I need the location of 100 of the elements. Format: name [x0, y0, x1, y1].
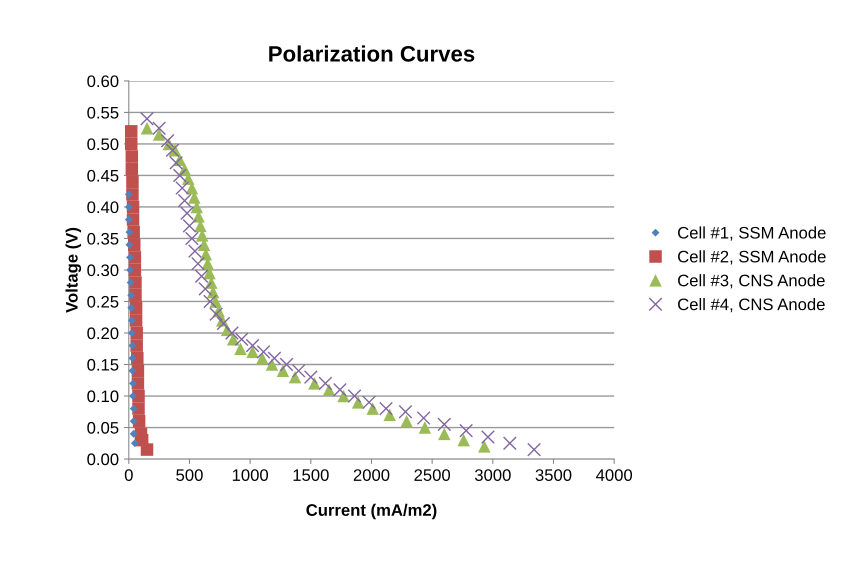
- y-tick-label: 0.20: [87, 327, 118, 340]
- point: [130, 417, 138, 426]
- point: [366, 402, 379, 415]
- point: [209, 307, 224, 322]
- point: [191, 256, 205, 271]
- point: [140, 112, 154, 126]
- point: [267, 351, 282, 366]
- x-tick-label: 2000: [354, 469, 390, 481]
- point: [234, 332, 249, 346]
- y-tick-label: 0.30: [87, 264, 118, 276]
- point: [160, 134, 175, 148]
- legend-label: Cell #3, CNS Anode: [678, 274, 825, 288]
- point: [152, 128, 166, 141]
- point: [125, 240, 134, 249]
- point: [152, 121, 166, 136]
- point: [304, 370, 318, 384]
- y-axis-title: Voltage (V): [65, 228, 82, 313]
- point: [128, 366, 136, 375]
- point: [140, 122, 154, 134]
- point: [457, 434, 470, 446]
- point: [126, 266, 134, 274]
- x-tick-label: 4000: [596, 469, 632, 481]
- y-tick-label: 0.55: [87, 106, 118, 119]
- point: [379, 402, 393, 416]
- point: [130, 430, 138, 438]
- point: [184, 232, 199, 246]
- point: [280, 358, 294, 372]
- point: [166, 143, 180, 158]
- point: [362, 395, 376, 410]
- x-tick-label: 0: [124, 469, 133, 481]
- y-tick-label: 0.15: [87, 358, 118, 371]
- x-tick-label: 1000: [232, 469, 268, 481]
- y-tick-label: 0.05: [87, 422, 118, 434]
- point: [246, 338, 260, 353]
- point: [128, 329, 136, 337]
- point: [400, 414, 413, 428]
- x-tick-label: 500: [176, 469, 203, 481]
- y-tick-label: 0.45: [87, 170, 118, 182]
- point: [288, 370, 302, 384]
- y-tick-label: 0.60: [87, 75, 118, 88]
- point: [126, 150, 138, 163]
- y-tick-label: 0.10: [87, 390, 118, 402]
- point: [502, 436, 517, 450]
- point: [124, 125, 138, 138]
- y-tick-label: 0.40: [87, 201, 118, 214]
- point: [332, 382, 347, 397]
- x-tick-label: 3500: [536, 469, 572, 481]
- x-tick-label: 2500: [414, 469, 450, 481]
- point: [348, 389, 362, 403]
- point: [128, 354, 136, 362]
- point: [169, 156, 184, 170]
- point: [203, 294, 218, 308]
- point: [140, 443, 154, 456]
- point: [438, 428, 451, 440]
- point: [130, 439, 139, 448]
- point: [126, 176, 139, 188]
- point: [318, 376, 332, 390]
- point: [437, 417, 452, 432]
- point: [266, 358, 278, 371]
- y-tick-label: 0.35: [87, 232, 118, 245]
- chart-title: Polarization Curves: [269, 45, 474, 62]
- point: [527, 442, 542, 457]
- y-tick-label: 0.00: [87, 453, 118, 466]
- point: [246, 346, 259, 358]
- point: [256, 352, 269, 364]
- x-axis-title: Current (mA/m2): [306, 504, 436, 520]
- point: [129, 392, 137, 400]
- point: [416, 411, 431, 426]
- legend-label: Cell #2, SSM Anode: [678, 250, 826, 264]
- point: [398, 404, 412, 419]
- point: [198, 282, 212, 296]
- point: [172, 168, 187, 182]
- point: [182, 218, 196, 233]
- legend-label: Cell #1, SSM Anode: [678, 226, 826, 241]
- point: [126, 278, 135, 287]
- point: [234, 342, 247, 355]
- y-tick-label: 0.25: [87, 296, 118, 308]
- point: [129, 379, 137, 388]
- legend-label: Cell #4, CNS Anode: [678, 298, 825, 312]
- point: [459, 424, 474, 438]
- x-tick-label: 1500: [294, 469, 329, 481]
- point: [418, 421, 432, 434]
- point: [292, 364, 306, 378]
- point: [224, 326, 239, 340]
- point: [124, 138, 138, 150]
- point: [175, 181, 190, 196]
- point: [126, 253, 134, 262]
- point: [126, 162, 138, 176]
- point: [478, 440, 491, 453]
- point: [130, 404, 138, 413]
- point: [194, 269, 209, 284]
- y-tick-label: 0.50: [87, 138, 118, 150]
- point: [216, 316, 230, 330]
- point: [188, 244, 202, 258]
- point: [127, 304, 136, 312]
- point: [180, 206, 194, 220]
- x-tick-label: 3000: [474, 469, 511, 481]
- point: [256, 344, 270, 359]
- point: [178, 194, 192, 208]
- point: [481, 430, 495, 444]
